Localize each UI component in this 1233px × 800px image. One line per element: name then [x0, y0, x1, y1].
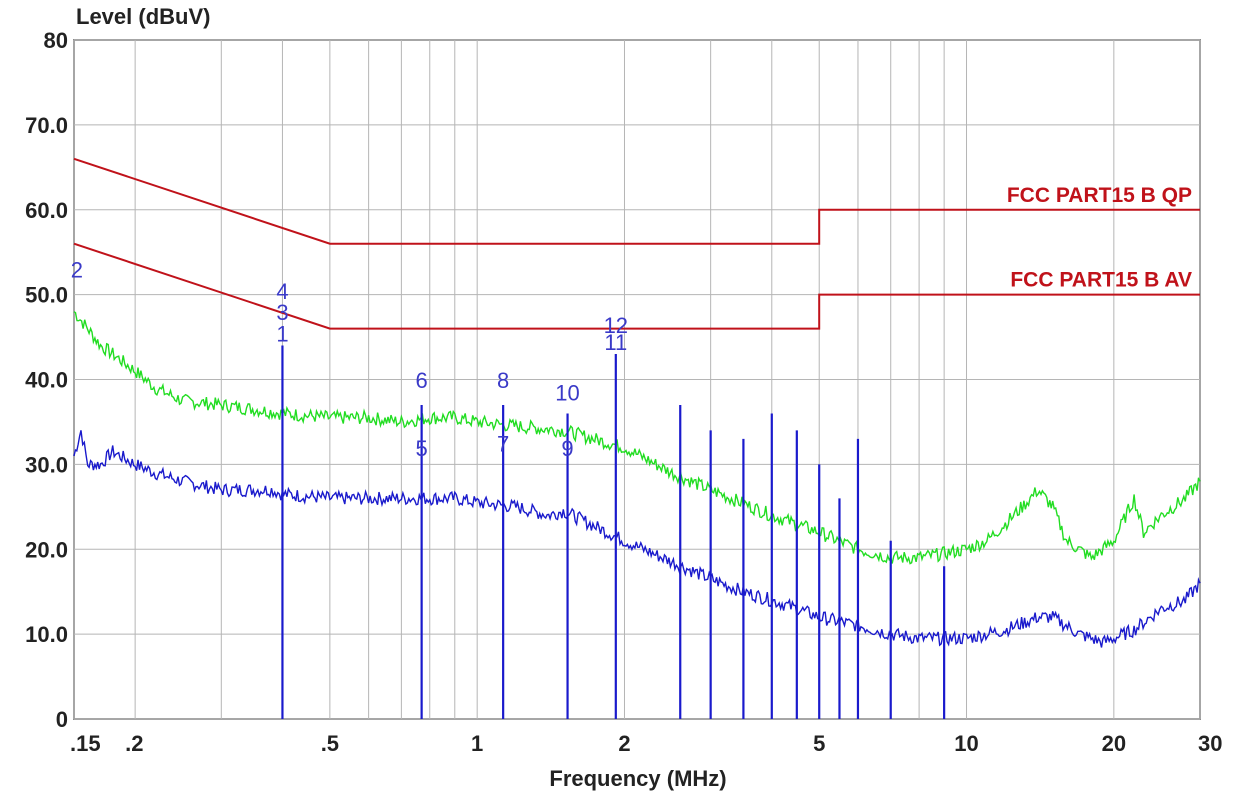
y-axis-label: Level (dBuV): [76, 4, 210, 29]
marker-label: 2: [71, 258, 83, 283]
limit-label: FCC PART15 B QP: [1007, 184, 1192, 207]
marker-label: 12: [604, 313, 628, 338]
marker-label: 1: [276, 321, 288, 346]
x-tick-label: 10: [954, 731, 978, 756]
spike-lines: [281, 345, 946, 719]
x-tick-label: .2: [125, 731, 143, 756]
marker-label: 5: [416, 436, 428, 461]
marker-label: 4: [276, 279, 288, 304]
marker-label: 10: [555, 381, 579, 406]
marker-label: 6: [416, 368, 428, 393]
y-tick-label: 50.0: [25, 283, 68, 308]
marker-label: 9: [561, 436, 573, 461]
x-tick-label: .15: [70, 731, 101, 756]
x-tick-label: 5: [813, 731, 825, 756]
y-tick-label: 40.0: [25, 368, 68, 393]
marker-label: 7: [497, 432, 509, 457]
limit-line: [73, 157, 1200, 245]
y-tick-label: 30.0: [25, 452, 68, 477]
grid: [73, 39, 1201, 720]
x-tick-label: 1: [471, 731, 483, 756]
series-lines: [73, 311, 1201, 648]
y-tick-label: 70.0: [25, 113, 68, 138]
marker-label: 11: [604, 330, 627, 355]
marker-label: 8: [497, 368, 509, 393]
x-tick-label: .5: [321, 731, 339, 756]
trace-line: [73, 430, 1201, 648]
y-tick-label: 20.0: [25, 537, 68, 562]
x-tick-label: 30: [1198, 731, 1222, 756]
y-tick-label: 60.0: [25, 198, 68, 223]
x-axis-label: Frequency (MHz): [549, 766, 726, 791]
limit-line: [73, 242, 1200, 330]
y-tick-label: 80: [44, 28, 68, 53]
limit-label: FCC PART15 B AV: [1010, 269, 1192, 292]
trace-line: [73, 311, 1201, 565]
marker-label: 3: [276, 300, 288, 325]
x-tick-label: 20: [1102, 731, 1126, 756]
y-tick-label: 10.0: [25, 622, 68, 647]
x-tick-label: 2: [618, 731, 630, 756]
limit-lines: FCC PART15 B QP FCC PART15 B AV: [73, 157, 1200, 330]
y-tick-label: 0: [56, 707, 68, 732]
